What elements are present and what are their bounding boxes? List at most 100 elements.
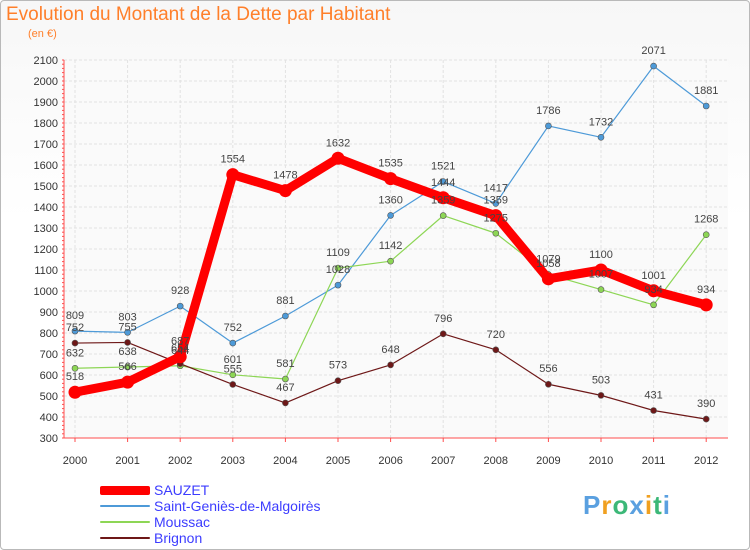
- data-label: 928: [171, 285, 189, 297]
- legend-item: Brignon: [100, 530, 202, 546]
- data-label: 752: [224, 322, 242, 334]
- x-tick-label: 2010: [589, 455, 613, 467]
- x-tick-label: 2000: [63, 455, 87, 467]
- data-point: [71, 339, 79, 347]
- data-label: 1359: [431, 195, 455, 207]
- data-label: 1001: [641, 270, 665, 282]
- legend-label: Brignon: [154, 530, 203, 546]
- data-label: 1478: [273, 170, 297, 182]
- data-label: 934: [644, 284, 662, 296]
- data-point: [68, 385, 82, 399]
- data-label: 1275: [484, 212, 508, 224]
- legend-item: Saint-Geniès-de-Malgoirès: [100, 498, 321, 514]
- data-label: 809: [66, 310, 84, 322]
- data-point: [439, 212, 447, 219]
- data-label: 1521: [431, 161, 455, 173]
- data-label: 1417: [484, 182, 508, 194]
- data-point: [124, 339, 131, 346]
- data-label: 1786: [536, 105, 560, 117]
- x-tick-label: 2009: [536, 455, 560, 467]
- data-label: 1142: [379, 240, 403, 252]
- y-tick-label: 600: [40, 370, 58, 382]
- data-point: [545, 122, 552, 130]
- legend-label: Moussac: [154, 514, 211, 530]
- data-label: 803: [118, 311, 136, 323]
- data-point: [331, 151, 345, 165]
- data-label: 1632: [326, 137, 350, 149]
- y-tick-label: 1000: [34, 286, 58, 298]
- data-point: [597, 286, 605, 293]
- x-tick-label: 2008: [484, 455, 508, 467]
- data-label: 573: [329, 360, 347, 372]
- data-label: 556: [539, 363, 557, 375]
- data-label: 1359: [484, 195, 508, 207]
- legend-swatch: [100, 537, 150, 539]
- data-point: [124, 363, 131, 371]
- y-tick-label: 300: [40, 433, 58, 445]
- y-tick-label: 1600: [34, 160, 58, 172]
- data-point: [439, 330, 447, 338]
- data-point: [545, 380, 552, 388]
- y-tick-label: 400: [40, 412, 58, 424]
- data-point: [71, 364, 79, 372]
- data-label: 934: [697, 284, 715, 296]
- data-point: [489, 209, 503, 223]
- data-point: [229, 371, 237, 379]
- data-point: [492, 229, 500, 237]
- x-tick-label: 2001: [115, 455, 139, 467]
- legend-item: Moussac: [100, 514, 210, 530]
- data-label: 1535: [378, 158, 402, 170]
- data-point: [650, 301, 657, 309]
- y-tick-label: 700: [40, 349, 58, 361]
- data-point: [699, 298, 713, 312]
- legend-swatch: [100, 505, 150, 507]
- data-label: 1007: [589, 269, 613, 281]
- data-point: [702, 231, 710, 239]
- data-point: [282, 399, 289, 407]
- data-point: [647, 284, 661, 298]
- data-label: 638: [118, 346, 136, 358]
- chart-subtitle: (en €): [28, 28, 57, 40]
- data-label: 720: [487, 329, 505, 341]
- data-point: [594, 263, 608, 277]
- x-tick-label: 2002: [168, 455, 192, 467]
- data-point: [176, 302, 184, 310]
- data-label: 881: [276, 295, 294, 307]
- data-point: [384, 172, 398, 186]
- x-tick-label: 2007: [431, 455, 455, 467]
- data-point: [436, 191, 450, 205]
- data-point: [282, 375, 289, 383]
- data-label: 752: [66, 322, 84, 334]
- data-label: 648: [381, 344, 399, 356]
- y-tick-label: 1700: [34, 139, 58, 151]
- data-point: [334, 281, 342, 289]
- data-point: [541, 272, 555, 286]
- data-point: [334, 377, 342, 384]
- data-point: [229, 339, 237, 347]
- y-tick-label: 1900: [34, 97, 58, 109]
- data-label: 390: [697, 398, 715, 410]
- x-tick-label: 2012: [694, 455, 718, 467]
- y-tick-label: 1300: [34, 223, 58, 235]
- data-point: [387, 257, 394, 265]
- y-tick-label: 500: [40, 391, 58, 403]
- data-point: [650, 62, 657, 70]
- data-point: [597, 392, 605, 399]
- y-tick-label: 1800: [34, 118, 58, 130]
- data-point: [278, 184, 292, 198]
- y-tick-label: 2100: [34, 55, 58, 67]
- data-point: [226, 168, 240, 182]
- legend-swatch: [100, 485, 150, 495]
- data-label: 503: [592, 374, 610, 386]
- data-label: 2071: [641, 45, 665, 57]
- brand-logo: Proxiti: [583, 490, 671, 520]
- data-label: 431: [644, 389, 662, 401]
- data-point: [650, 407, 657, 414]
- data-label: 1058: [536, 258, 560, 270]
- data-label: 566: [118, 361, 136, 373]
- data-label: 796: [434, 313, 452, 325]
- legend-label: SAUZET: [154, 482, 210, 498]
- x-tick-label: 2011: [642, 455, 666, 467]
- data-label: 1109: [326, 247, 350, 259]
- data-point: [229, 381, 237, 388]
